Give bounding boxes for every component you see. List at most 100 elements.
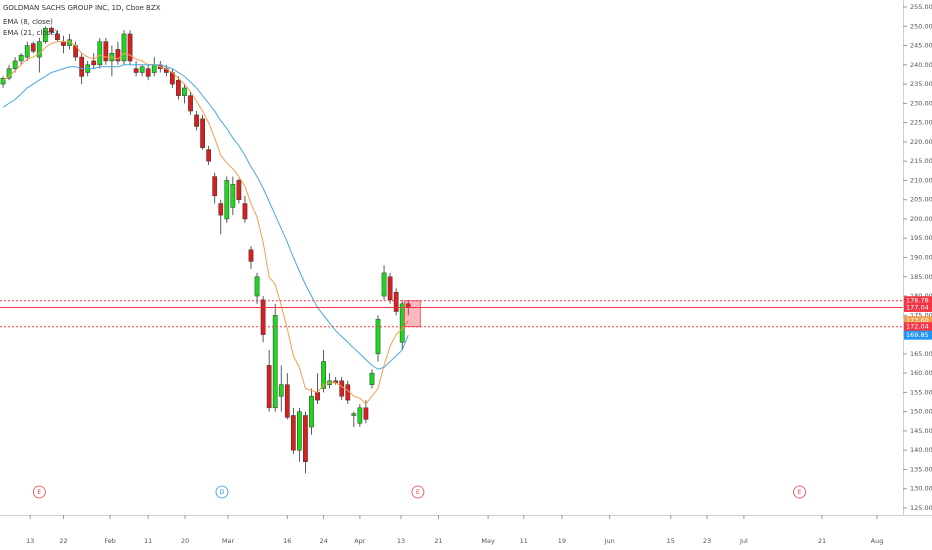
candle-body [79,56,85,77]
candle-body [176,79,181,96]
y-tick-label: 255.00 [910,3,932,11]
candle-body [297,411,302,451]
x-tick-label: 16 [283,537,291,545]
candle-body [200,118,205,148]
candle-body [363,407,369,420]
price-label-box [904,330,932,340]
candle-body [357,407,363,424]
candle-body [351,413,357,416]
candle-body [248,249,254,262]
candle-body [133,68,139,73]
event-marker [215,485,229,499]
candle-body [284,384,290,418]
x-tick-label: 15 [667,537,675,545]
candle-body [0,78,6,85]
y-tick-label: 175.00 [910,311,932,319]
candle-body [375,318,381,355]
candle-body [18,54,24,62]
candle-body [49,27,54,33]
candle-body [290,415,296,451]
x-tick-label: 22 [59,537,67,545]
event-label: E [416,489,420,496]
candle-body [103,41,109,62]
y-tick-label: 240.00 [910,61,932,69]
candle-body [369,372,375,385]
y-tick-label: 155.00 [910,388,932,396]
candle-body [97,41,103,66]
price-label-box [904,316,932,326]
y-tick-label: 215.00 [910,157,932,165]
legend-ema21: EMA (21, close) [3,29,58,37]
y-tick-label: 210.00 [910,176,932,184]
candle-body [194,114,199,127]
position-zone [403,300,421,328]
event-label: D [220,489,225,496]
price-label: 173.60 [906,317,929,325]
candle-body [139,66,145,73]
price-label-box [904,296,932,306]
x-tick-label: Aug [871,537,884,545]
candle-body [115,49,121,62]
candle-body [36,41,42,58]
x-tick-label: 13 [397,537,405,545]
candle-body [260,299,266,335]
x-tick-label: 11 [144,537,152,545]
event-label: E [798,489,802,496]
candle-body [339,380,345,397]
candle-body [6,68,12,79]
ema-line [2,64,409,370]
x-tick-label: Jul [739,537,748,545]
price-label: 177.04 [906,303,929,311]
price-label: 172.04 [906,323,929,331]
x-tick-label: 23 [703,537,711,545]
x-tick-label: Feb [104,537,116,545]
x-tick-label: Apr [354,537,366,545]
y-tick-label: 165.00 [910,350,932,358]
y-tick-label: 135.00 [910,465,932,473]
candle-body [42,27,48,42]
x-tick-label: Jun [604,537,615,545]
candle-body [236,180,242,200]
x-tick-label: 11 [520,537,528,545]
candle-body [12,60,18,69]
y-tick-label: 150.00 [910,408,932,416]
candle-body [212,176,218,197]
event-marker [793,485,806,499]
y-tick-label: 230.00 [910,99,932,107]
y-tick-label: 145.00 [910,427,932,435]
candle-body [278,384,284,397]
candle-body [24,45,30,58]
candle-body [127,33,133,62]
candle-body [309,395,314,428]
candle-body [303,415,308,463]
price-label-box [904,322,932,332]
price-label-box [904,302,932,312]
candle-body [266,365,272,409]
legend-ema8: EMA (8, close) [3,18,53,26]
candle-body [387,276,393,301]
event-label: E [37,489,41,496]
y-tick-label: 220.00 [910,138,932,146]
y-tick-label: 160.00 [910,369,932,377]
x-tick-label: 20 [181,537,189,545]
price-label: 178.78 [906,297,929,305]
chart-title: GOLDMAN SACHS GROUP INC, 1D, Cboe BZX [3,4,161,12]
candle-body [230,184,236,208]
candle-body [61,41,66,46]
candle-body [91,60,97,66]
y-tick-label: 185.00 [910,273,932,281]
candle-body [55,33,60,41]
candle-body [206,149,212,162]
x-tick-label: 21 [434,537,442,545]
price-label: 169.85 [906,331,929,339]
y-tick-label: 235.00 [910,80,932,88]
candle-body [381,272,387,297]
candle-body [254,276,260,297]
candle-body [218,203,224,216]
candle-body [151,64,157,73]
y-tick-label: 250.00 [910,22,932,30]
y-tick-label: 125.00 [910,504,932,512]
y-tick-label: 200.00 [910,215,932,223]
